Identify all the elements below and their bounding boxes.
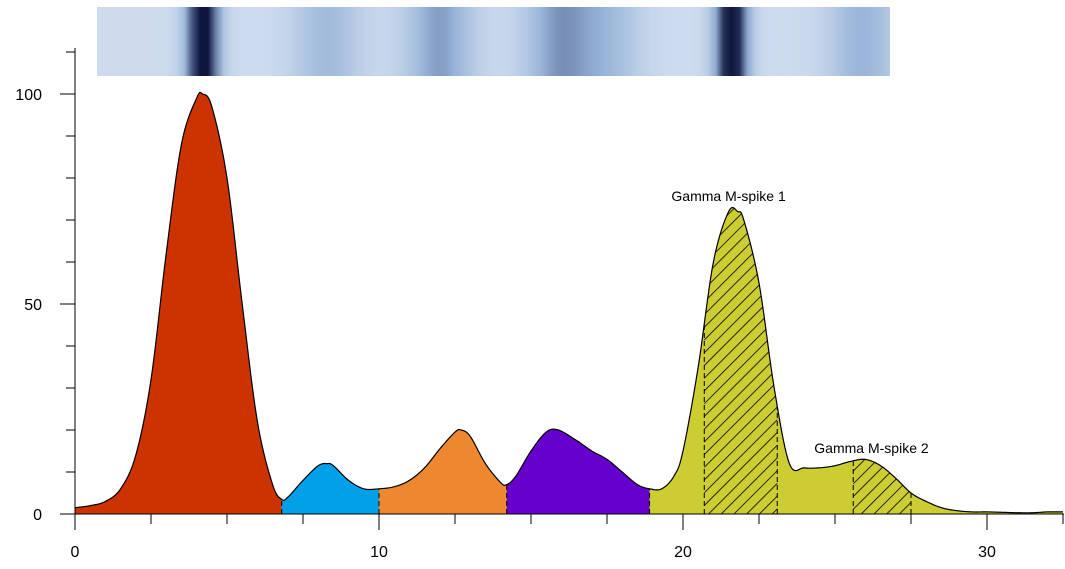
fraction-area-2	[281, 463, 379, 514]
fraction-area-1	[75, 92, 282, 515]
y-ticks: 0 50 100	[15, 51, 75, 524]
fraction-area-4	[506, 429, 650, 514]
y-tick-label: 0	[33, 507, 42, 524]
density-curve	[74, 91, 1064, 514]
fraction-area-3	[379, 429, 507, 514]
axes: 0 50 100 0 10 20 30	[15, 48, 1064, 561]
fraction-dividers	[281, 323, 912, 514]
gel-strip	[97, 7, 890, 76]
y-tick-label: 50	[24, 297, 42, 314]
x-tick-label: 20	[674, 544, 692, 561]
x-tick-label: 10	[370, 544, 388, 561]
annotations: Gamma M-spike 1 Gamma M-spike 2	[671, 188, 928, 456]
y-tick-label: 100	[15, 87, 42, 104]
annotation-2: Gamma M-spike 2	[814, 440, 929, 456]
hatched-region-2	[853, 459, 911, 514]
annotation-1: Gamma M-spike 1	[671, 188, 786, 204]
x-tick-label: 0	[71, 544, 80, 561]
x-tick-label: 30	[978, 544, 996, 561]
x-ticks: 0 10 20 30	[71, 514, 1064, 561]
